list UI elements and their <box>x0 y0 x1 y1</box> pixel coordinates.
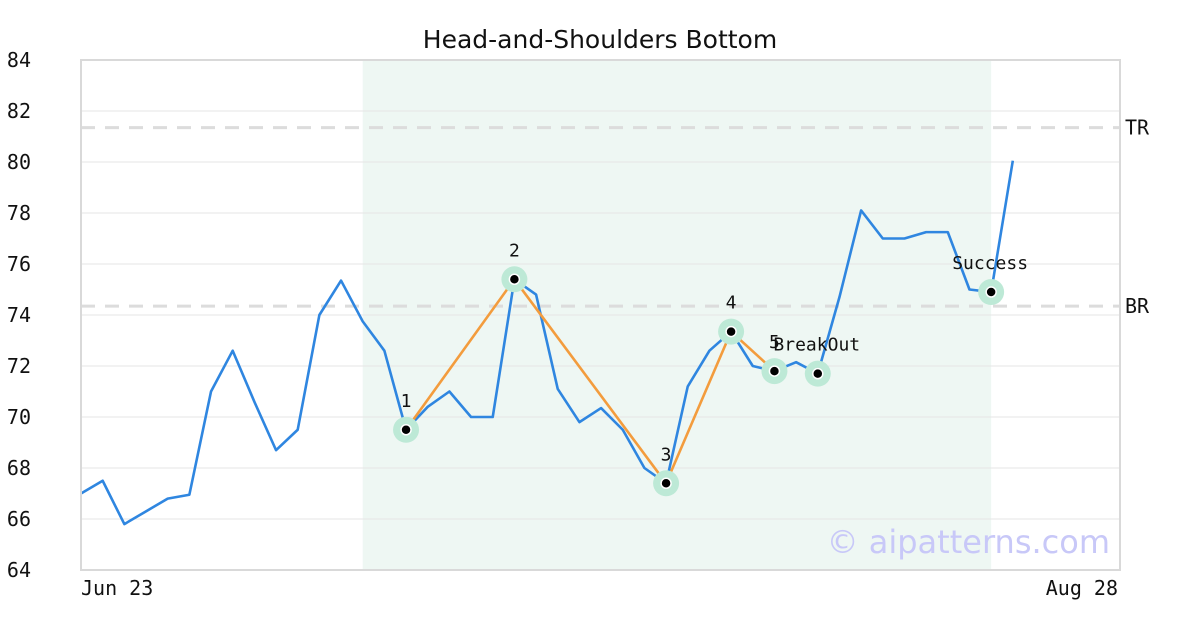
x-axis-ticks: Jun 23 Aug 28 <box>81 576 1118 600</box>
y-tick-label: 70 <box>7 405 31 429</box>
y-tick-label: 80 <box>7 150 31 174</box>
marker-point-1 <box>400 424 412 436</box>
y-tick-label: 78 <box>7 201 31 225</box>
y-axis-ticks: 64 66 68 70 72 74 76 78 80 82 84 <box>7 48 31 582</box>
marker-point-2 <box>508 273 521 286</box>
y-tick-label: 82 <box>7 99 31 123</box>
plot-frame <box>80 59 1121 571</box>
marker-label-4: 4 <box>726 293 737 314</box>
marker-label-2: 2 <box>509 240 520 261</box>
marker-label-5: 5 <box>769 332 780 353</box>
level-label-tr: TR <box>1125 116 1150 140</box>
y-tick-label: 74 <box>7 303 31 327</box>
x-tick-label-start: Jun 23 <box>81 576 153 600</box>
x-tick-label-end: Aug 28 <box>1046 576 1118 600</box>
y-tick-label: 76 <box>7 252 31 276</box>
marker-point-4 <box>725 325 737 338</box>
y-tick-label: 84 <box>7 48 31 72</box>
chart-title: Head-and-Shoulders Bottom <box>423 25 777 54</box>
level-label-br: BR <box>1125 294 1150 318</box>
y-tick-label: 72 <box>7 354 31 378</box>
marker-label-1: 1 <box>401 391 412 412</box>
marker-point-success <box>985 286 997 298</box>
marker-point-breakout <box>812 367 824 380</box>
marker-point-3 <box>660 477 672 490</box>
marker-label-breakout: BreakOut <box>773 335 860 356</box>
y-tick-label: 66 <box>7 507 31 531</box>
y-tick-label: 64 <box>7 558 31 582</box>
marker-label-success: Success <box>952 253 1028 274</box>
watermark: © aipatterns.com <box>827 523 1110 561</box>
marker-label-3: 3 <box>661 444 672 465</box>
marker-point-5 <box>768 365 781 377</box>
price-series-line <box>80 160 1015 526</box>
level-lines: TR BR <box>81 116 1150 318</box>
y-tick-label: 68 <box>7 456 31 480</box>
